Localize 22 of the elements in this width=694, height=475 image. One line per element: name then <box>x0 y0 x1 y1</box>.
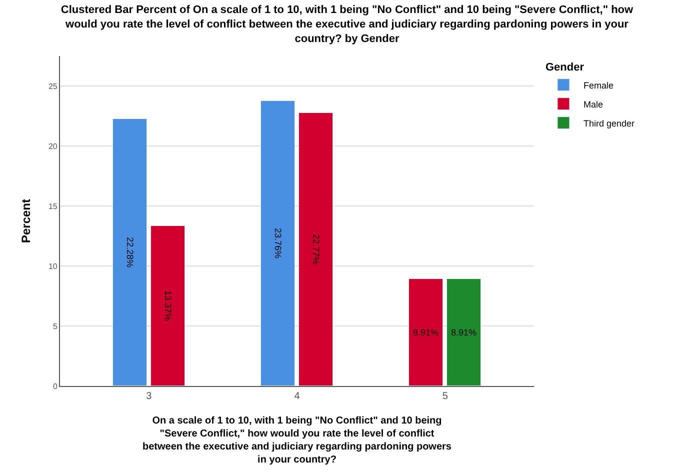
legend-title: Gender <box>545 61 585 74</box>
legend-label: Male <box>583 99 603 110</box>
y-tick-label: 10 <box>48 262 58 271</box>
legend-label: Female <box>583 80 614 90</box>
data-label: 13.37% <box>162 290 173 322</box>
y-tick-label: 25 <box>48 82 58 91</box>
x-tick-label: 5 <box>442 391 448 402</box>
data-label: 22.28% <box>124 236 135 268</box>
y-tick-label: 20 <box>48 142 58 151</box>
chart-title: Clustered Bar Percent of On a scale of 1 to 10, with 1 being "No Conflict" and 10 being "Severe Conflict," how would you rate the level of conflict between the executive and judiciary regarding pardoning powers in your country? by Gender <box>60 4 634 45</box>
x-tick-label: 4 <box>294 391 300 402</box>
data-label: 22.77% <box>310 234 321 265</box>
data-label: 8.91% <box>450 327 477 338</box>
x-tick-label: 3 <box>146 391 152 402</box>
y-tick-label: 15 <box>48 202 58 211</box>
x-axis-title: On a scale of 1 to 10, with 1 being "No Conflict" and 10 being "Severe Conflict," how would you rate the level of conflict between the executive and judiciary regarding pardoning powers in your country? <box>142 416 452 466</box>
legend-label: Third gender <box>583 118 635 128</box>
y-tick-label: 5 <box>52 322 58 331</box>
data-label: 8.91% <box>412 327 439 338</box>
data-label: 23.76% <box>272 228 283 259</box>
y-tick-label: 0 <box>52 382 58 391</box>
y-axis-title: Percent <box>18 198 33 244</box>
